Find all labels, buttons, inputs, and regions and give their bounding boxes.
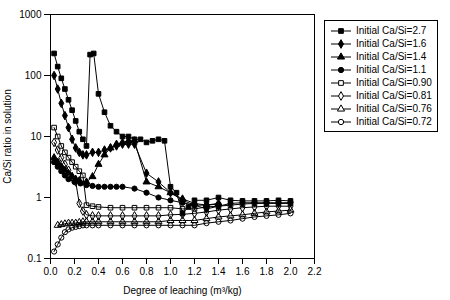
- svg-text:1.8: 1.8: [260, 266, 274, 277]
- html-text:Initial Ca/Si=0.90: Initial Ca/Si=0.90: [356, 77, 432, 88]
- html-text:Initial Ca/Si=1.6: Initial Ca/Si=1.6: [356, 38, 427, 49]
- svg-text:0.2: 0.2: [68, 266, 82, 277]
- svg-text:0.6: 0.6: [116, 266, 130, 277]
- svg-text:0.8: 0.8: [140, 266, 154, 277]
- svg-text:0.1: 0.1: [28, 253, 42, 264]
- svg-text:10: 10: [30, 131, 42, 142]
- svg-text:2.0: 2.0: [284, 266, 298, 277]
- svg-text:Degree of leaching (m³/kg): Degree of leaching (m³/kg): [123, 285, 241, 296]
- svg-text:0.0: 0.0: [44, 266, 58, 277]
- html-text:Initial Ca/Si=0.81: Initial Ca/Si=0.81: [356, 90, 432, 101]
- html-text:Initial Ca/Si=0.72: Initial Ca/Si=0.72: [356, 116, 432, 127]
- svg-text:1: 1: [36, 192, 42, 203]
- svg-text:100: 100: [25, 70, 42, 81]
- html-text:Initial Ca/Si=2.7: Initial Ca/Si=2.7: [356, 25, 427, 36]
- svg-text:1.6: 1.6: [236, 266, 250, 277]
- svg-text:1000: 1000: [19, 9, 42, 20]
- html-text:Initial Ca/Si=1.1: Initial Ca/Si=1.1: [356, 64, 427, 75]
- svg-text:0.4: 0.4: [92, 266, 106, 277]
- html-text:Initial Ca/Si=1.4: Initial Ca/Si=1.4: [356, 51, 427, 62]
- svg-text:1.0: 1.0: [164, 266, 178, 277]
- svg-text:1.2: 1.2: [188, 266, 202, 277]
- html-text:Initial Ca/Si=0.76: Initial Ca/Si=0.76: [356, 103, 432, 114]
- svg-text:Ca/Si ratio in solution: Ca/Si ratio in solution: [2, 89, 13, 184]
- svg-text:2.2: 2.2: [308, 266, 322, 277]
- svg-text:1.4: 1.4: [212, 266, 226, 277]
